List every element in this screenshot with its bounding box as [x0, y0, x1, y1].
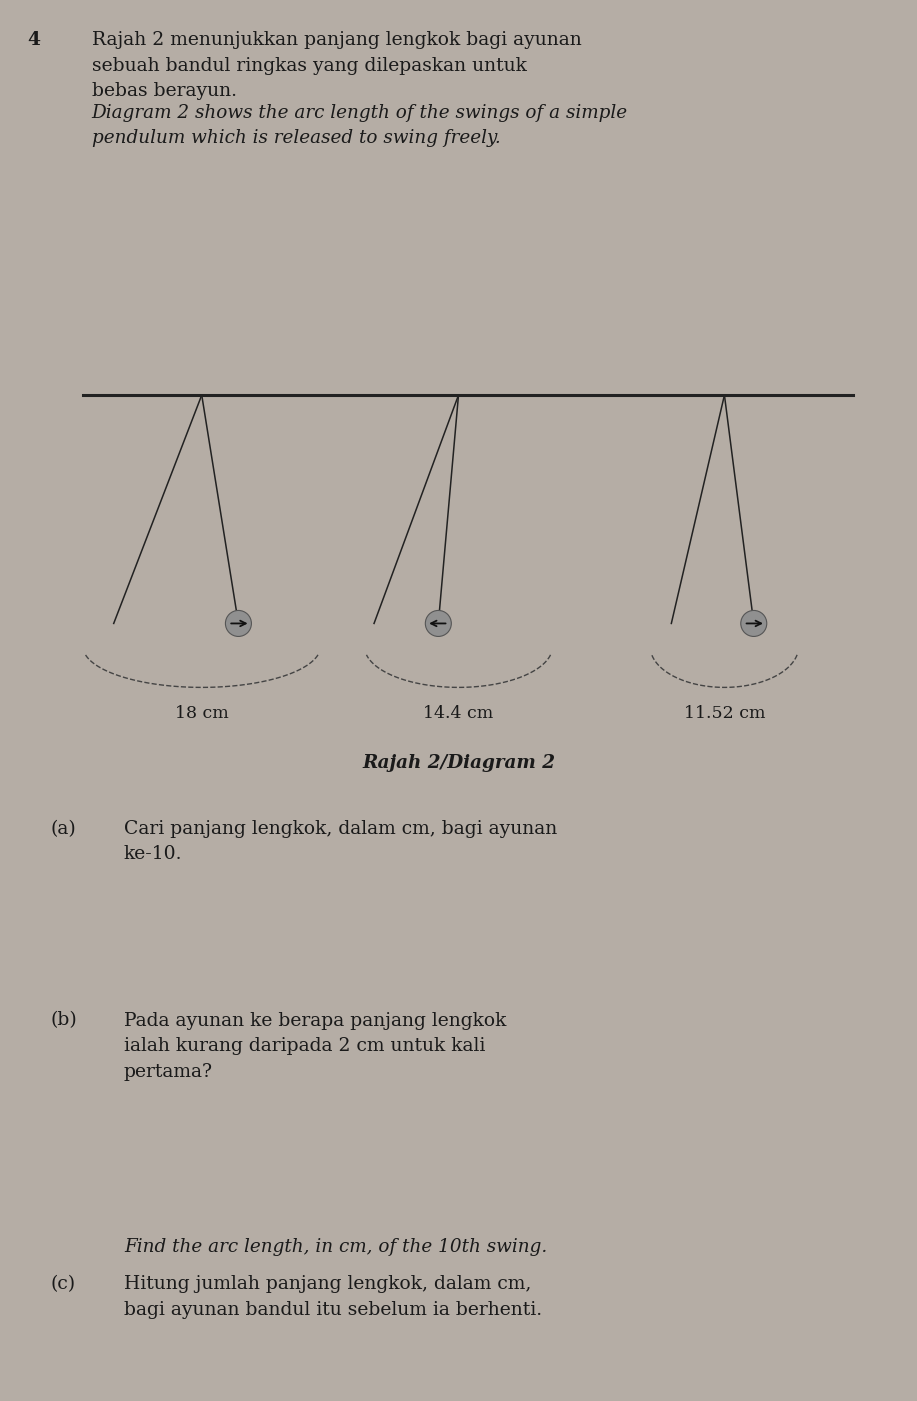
Text: Cari panjang lengkok, dalam cm, bagi ayunan
ke-10.: Cari panjang lengkok, dalam cm, bagi ayu… [124, 820, 557, 863]
Text: Rajah 2 menunjukkan panjang lengkok bagi ayunan
sebuah bandul ringkas yang dilep: Rajah 2 menunjukkan panjang lengkok bagi… [92, 31, 581, 101]
Ellipse shape [226, 611, 251, 636]
Text: Hitung jumlah panjang lengkok, dalam cm,
bagi ayunan bandul itu sebelum ia berhe: Hitung jumlah panjang lengkok, dalam cm,… [124, 1275, 542, 1318]
Text: 18 cm: 18 cm [175, 705, 228, 722]
Text: (a): (a) [50, 820, 76, 838]
Text: (c): (c) [50, 1275, 75, 1293]
Text: 14.4 cm: 14.4 cm [424, 705, 493, 722]
Text: Rajah 2/Diagram 2: Rajah 2/Diagram 2 [362, 754, 555, 772]
Text: (b): (b) [50, 1012, 77, 1030]
Text: Find the arc length, in cm, of the 10th swing.: Find the arc length, in cm, of the 10th … [124, 1238, 547, 1257]
Ellipse shape [425, 611, 451, 636]
Ellipse shape [741, 611, 767, 636]
Text: 11.52 cm: 11.52 cm [684, 705, 765, 722]
Text: Diagram 2 shows the arc length of the swings of a simple
pendulum which is relea: Diagram 2 shows the arc length of the sw… [92, 104, 628, 147]
Text: 4: 4 [28, 31, 40, 49]
Text: Pada ayunan ke berapa panjang lengkok
ialah kurang daripada 2 cm untuk kali
pert: Pada ayunan ke berapa panjang lengkok ia… [124, 1012, 506, 1082]
